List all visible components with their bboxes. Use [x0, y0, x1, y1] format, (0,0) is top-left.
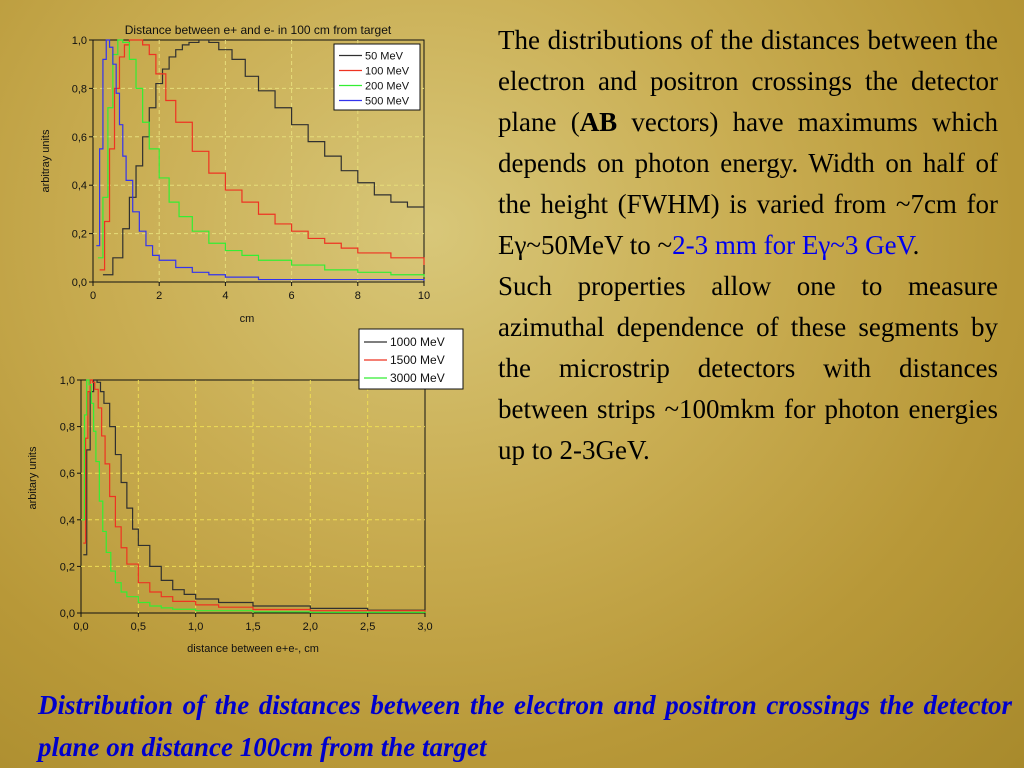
p1-highlight: 2-3 mm for Eγ~3 GeV [672, 230, 913, 260]
x-tick-label: 1,5 [245, 621, 260, 633]
p1-text-b: vectors) have maximums which depends on … [498, 107, 998, 260]
description-paragraph-2: Such properties allow one to measure azi… [498, 271, 998, 465]
tick-labels: 0 2 4 6 8 10 0,0 0,2 0,4 0,6 0,8 1,0 [72, 35, 430, 302]
y-tick-label: 0,4 [72, 180, 87, 192]
x-tick-label: 8 [355, 290, 361, 302]
y-tick-label: 0,4 [60, 515, 75, 527]
y-tick-label: 0,0 [72, 277, 87, 289]
legend-label: 3000 MeV [390, 371, 445, 385]
y-tick-label: 0,6 [60, 468, 75, 480]
x-tick-label: 2,5 [360, 621, 375, 633]
y-tick-label: 0,0 [60, 608, 75, 620]
p1-text-a: The distributions of the distances betwe… [498, 25, 998, 137]
series-line [82, 379, 426, 613]
description-text: The distributions of the distances betwe… [498, 20, 998, 471]
x-tick-label: 2,0 [303, 621, 318, 633]
legend-label: 50 MeV [365, 51, 404, 63]
legend-label: 500 MeV [365, 96, 410, 108]
chart-title: Distance between e+ and e- in 100 cm fro… [125, 23, 392, 37]
legend-label: 1500 MeV [390, 353, 445, 367]
chart-top: 0 2 4 6 8 10 0,0 0,2 0,4 0,6 0,8 1,0 Distance betwe… [40, 23, 430, 325]
y-tick-label: 0,2 [60, 561, 75, 573]
x-tick-label: 0,0 [73, 621, 88, 633]
x-tick-label: 3,0 [417, 621, 432, 633]
tick-labels: 0,0 0,5 1,0 1,5 2,0 2,5 3,0 0,0 0,2 0,4 0,6 0,8 1,0 [60, 375, 433, 633]
y-tick-label: 0,8 [60, 422, 75, 434]
y-axis-label: arbitray units [40, 129, 52, 192]
y-tick-label: 0,8 [72, 83, 87, 95]
legend-box [358, 328, 464, 390]
series-line [83, 379, 426, 612]
plot-frame [92, 39, 425, 283]
chart-legend: 50 MeV 100 MeV 200 MeV 500 MeV [333, 43, 421, 111]
p1-bold: AB [579, 107, 618, 137]
chart-legend: 1000 MeV 1500 MeV 3000 MeV [358, 328, 464, 390]
grid-lines [81, 380, 425, 613]
x-tick-label: 0 [90, 290, 96, 302]
y-tick-label: 0,2 [72, 229, 87, 241]
series-line [83, 379, 426, 612]
x-tick-label: 1,0 [188, 621, 203, 633]
series-line [96, 39, 425, 281]
y-tick-label: 1,0 [60, 375, 75, 387]
y-tick-label: 0,6 [72, 132, 87, 144]
series-lines [96, 39, 425, 281]
x-tick-label: 4 [222, 290, 228, 302]
legend-label: 1000 MeV [390, 335, 445, 349]
series-line [102, 39, 425, 276]
x-tick-label: 6 [289, 290, 295, 302]
y-tick-label: 1,0 [72, 35, 87, 47]
chart-bottom: 0,0 0,5 1,0 1,5 2,0 2,5 3,00,00,20,40,60,81,0 … [27, 328, 464, 655]
x-axis-label: cm [240, 313, 255, 325]
x-tick-label: 2 [156, 290, 162, 302]
series-line [97, 39, 425, 278]
series-line [99, 39, 425, 271]
series-lines [82, 379, 426, 613]
legend-label: 200 MeV [365, 81, 410, 93]
x-tick-label: 10 [418, 290, 430, 302]
description-paragraph-1: The distributions of the distances betwe… [498, 20, 998, 266]
x-tick-label: 0,5 [131, 621, 146, 633]
y-axis-label: arbitary units [27, 446, 39, 509]
figure-caption: Distribution of the distances between th… [38, 690, 1012, 762]
x-axis-label: distance between e+e-, cm [187, 643, 319, 655]
p1-end: . [912, 230, 920, 260]
legend-label: 100 MeV [365, 66, 410, 78]
